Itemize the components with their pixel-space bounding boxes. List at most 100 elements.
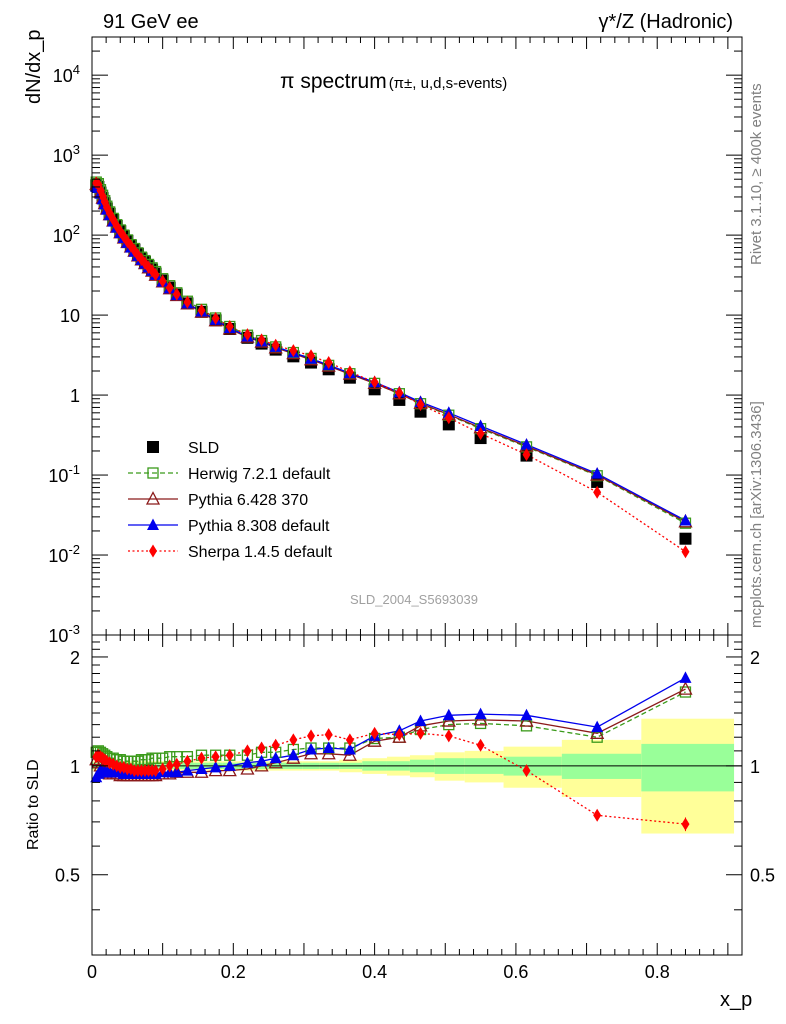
main-point-sherpa-1-4-5-default [289,344,298,358]
legend-label: SLD [188,440,219,457]
ratio-point-sherpa-1-4-5-default [158,762,167,776]
ratio-point-pythia-6-428-370 [519,713,534,727]
sld-uncertainty-bands [92,718,735,834]
ratio-point-pythia-6-428-370 [342,747,357,761]
band-inner-bin [641,743,735,792]
x-tick-label: 0 [87,962,97,982]
ratio-point-pythia-8-308-default [414,714,427,727]
ratio-point-pythia-8-308-default [209,760,222,773]
legend-label: Pythia 8.308 default [188,518,330,535]
ratio-point-pythia-8-308-default [223,759,236,771]
ratio-point-sherpa-1-4-5-default [289,733,298,747]
legend-label: Pythia 6.428 370 [188,492,308,509]
x-tick-label: 0.8 [645,962,670,982]
x-axis-label: x_p [720,989,752,1011]
main-point-sherpa-1-4-5-default [324,356,333,370]
ratio-point-sherpa-1-4-5-default [165,759,174,773]
ratio-point-sherpa-1-4-5-default [183,754,192,768]
mcplots-credit: mcplots.cern.ch [arXiv:1306.3436] [748,401,765,628]
ratio-point-sherpa-1-4-5-default [345,733,354,747]
legend-entry: SLD [147,440,219,457]
ratio-point-sherpa-1-4-5-default [370,726,379,740]
ratio-y-axis-label: Ratio to SLD [25,759,42,850]
legend-marker [147,518,159,530]
header-left: 91 GeV ee [103,11,199,33]
main-point-pythia-8-308-default [474,419,487,432]
ratio-point-pythia-8-308-default [322,741,335,754]
ratio-point-pythia-8-308-default [255,754,268,767]
ratio-point-sherpa-1-4-5-default [211,750,220,764]
ratio-point-pythia-8-308-default [520,708,533,721]
legend-marker [147,467,159,479]
ratio-point-sherpa-1-4-5-default [307,729,316,743]
legend-entry: Pythia 8.308 default [128,518,330,535]
legend-marker [149,544,157,558]
legend-entry: Sherpa 1.4.5 default [128,544,333,561]
ratio-y-tick-label-right: 2 [750,648,760,668]
x-tick-label: 0.4 [362,962,387,982]
ratio-point-herwig-7-2-1-default [149,752,162,764]
main-point-sherpa-1-4-5-default [593,485,602,499]
chart-title: π spectrum (π±, u,d,s-events) [280,70,507,93]
legend-entry: Herwig 7.2.1 default [128,466,331,483]
main-point-sherpa-1-4-5-default [271,338,280,352]
main-point-sherpa-1-4-5-default [151,268,160,282]
ratio-point-sherpa-1-4-5-default [271,738,280,752]
ratio-point-sherpa-1-4-5-default [172,757,181,771]
ratio-point-pythia-6-428-370 [590,725,605,739]
main-point-sld [442,418,455,431]
header-right: γ*/Z (Hadronic) [599,11,733,33]
main-point-sherpa-1-4-5-default [681,545,690,559]
rivet-version-label: Rivet 3.1.10, ≥ 400k events [748,83,765,265]
main-point-sherpa-1-4-5-default [257,333,266,347]
main-point-sherpa-1-4-5-default [158,274,167,288]
ratio-point-pythia-8-308-default [269,751,282,764]
main-point-sherpa-1-4-5-default [165,281,174,295]
ratio-y-tick-label: 1 [70,757,80,777]
ratio-y-tick-label: 0.5 [55,866,80,886]
ratio-series-markers [89,671,693,832]
axis-ticks: 0 0.2 0.4 0.6 0.8 10-3 10-2 10-1 1 10 102 103 104 0.5… [48,36,775,982]
main-point-sherpa-1-4-5-default [522,448,531,462]
ratio-point-sherpa-1-4-5-default [476,738,485,752]
legend: SLD Herwig 7.2.1 default Pythia 6.428 370 P… [128,440,333,561]
main-point-sherpa-1-4-5-default [243,328,252,342]
y-tick-label: 10-2 [48,542,80,566]
ratio-y-tick-label-right: 1 [750,757,760,777]
main-point-sherpa-1-4-5-default [370,375,379,389]
main-point-sherpa-1-4-5-default [307,349,316,363]
y-tick-label: 103 [53,142,80,166]
ratio-point-pythia-6-428-370 [240,761,255,775]
main-point-sherpa-1-4-5-default [416,398,425,412]
ratio-point-pythia-6-428-370 [473,711,488,726]
main-point-sherpa-1-4-5-default [444,411,453,425]
ratio-point-sherpa-1-4-5-default [151,764,160,778]
main-point-sld [679,532,692,545]
main-point-sherpa-1-4-5-default [183,295,192,309]
ratio-point-sherpa-1-4-5-default [522,764,531,778]
ratio-point-pythia-8-308-default [591,720,604,733]
ratio-point-pythia-8-308-default [195,762,208,775]
analysis-watermark: SLD_2004_S5693039 [350,592,478,607]
ratio-point-pythia-8-308-default [181,764,194,776]
ratio-point-sherpa-1-4-5-default [681,817,690,831]
ratio-point-pythia-6-428-370 [678,681,693,695]
main-point-sherpa-1-4-5-default [211,311,220,325]
main-point-pythia-8-308-default [679,514,692,526]
ratio-point-pythia-6-428-370 [392,729,407,743]
ratio-point-sherpa-1-4-5-default [416,726,425,740]
ratio-point-sherpa-1-4-5-default [257,741,266,755]
main-point-sherpa-1-4-5-default [225,320,234,334]
band-inner-bin [561,753,642,779]
ratio-point-pythia-6-428-370 [441,713,456,727]
y-tick-label: 104 [53,62,80,86]
legend-marker [147,441,159,453]
ratio-point-pythia-8-308-default [287,748,300,761]
chart-subtitle: (π±, u,d,s-events) [389,75,508,92]
ratio-point-sherpa-1-4-5-default [225,748,234,762]
ratio-y-tick-label-right: 0.5 [750,866,775,886]
ratio-point-pythia-8-308-default [442,708,455,721]
ratio-point-sherpa-1-4-5-default [197,751,206,765]
ratio-point-sherpa-1-4-5-default [243,744,252,758]
ratio-point-pythia-8-308-default [474,707,487,720]
